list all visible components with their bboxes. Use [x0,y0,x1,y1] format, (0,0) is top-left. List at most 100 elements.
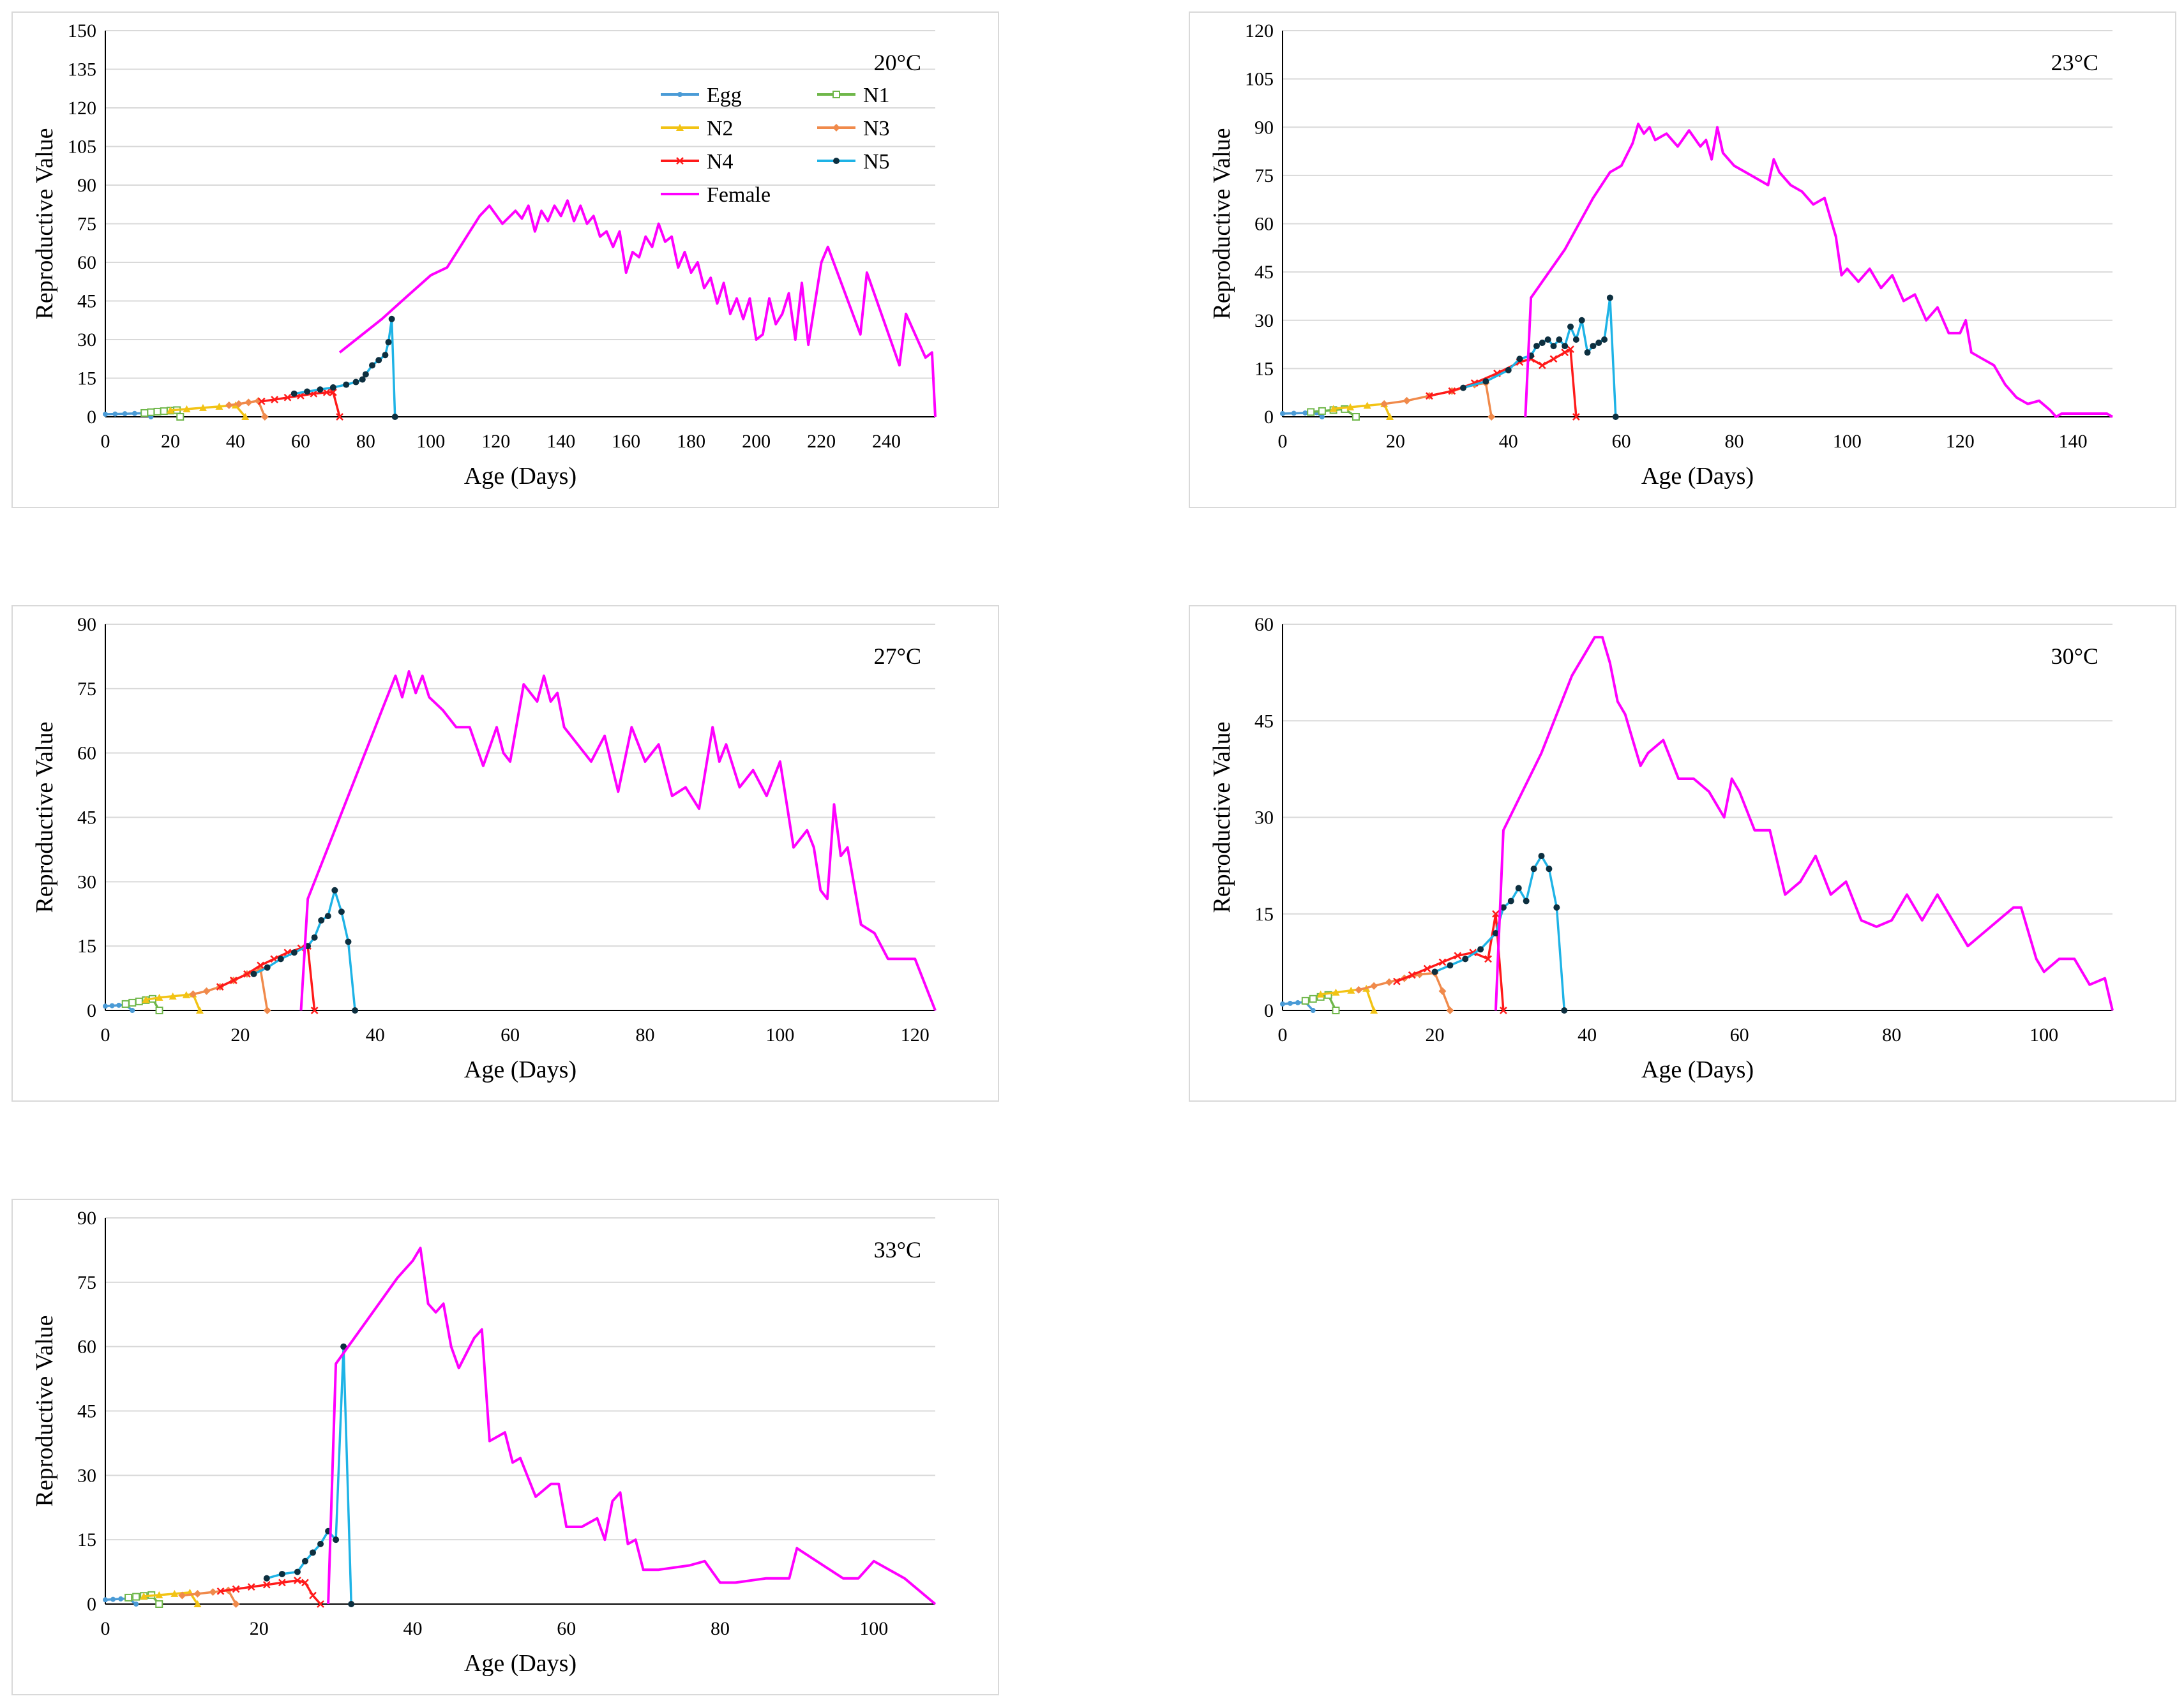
data-point [336,413,343,421]
y-tick-label: 60 [1254,214,1274,235]
data-point [1363,401,1371,409]
data-point [345,938,352,945]
chart-svg-20c: 0 15 30 45 60 75 90 105 120 135 150 0 20 40 60 80 100 120… [31,20,937,490]
data-point [1487,413,1496,421]
data-point [116,1002,122,1008]
series-line-n3 [1383,382,1493,417]
data-point [1301,996,1309,1005]
data-point [278,1579,286,1587]
x-tick-label: 160 [612,431,640,452]
series-n4 [216,1577,324,1608]
data-point [1530,866,1537,873]
data-point [142,996,150,1003]
y-tick-label: 75 [77,1272,96,1293]
data-point [199,403,207,411]
data-point [301,1557,308,1564]
series-n3 [1380,379,1496,421]
data-point [333,1536,340,1543]
data-point [155,1591,163,1598]
y-tick-label: 15 [1254,904,1274,925]
y-tick-label: 0 [1264,1000,1274,1021]
data-point [1355,986,1363,994]
data-point [140,409,149,417]
legend-marker [676,124,684,131]
data-point [1606,294,1613,301]
data-point [160,407,168,416]
legend-label: N2 [707,117,734,140]
chart-panel-30c: 0 15 30 45 60 0 20 40 60 80 100 Age (Days) Reproduct… [1189,605,2176,1102]
data-point [331,887,338,894]
y-tick-label: 90 [1254,117,1274,138]
data-point [352,1007,359,1014]
y-tick-label: 75 [1254,165,1274,186]
data-point [216,983,224,991]
series-n2 [166,401,250,420]
x-tick-label: 0 [101,1024,110,1046]
y-axis-label: Reproductive Value [1209,128,1235,319]
x-axis-label: Age (Days) [464,463,576,490]
x-tick-label: 120 [1946,431,1975,452]
data-point [1492,910,1500,918]
y-tick-label: 75 [77,214,96,235]
data-point [176,413,185,421]
data-point [1595,340,1602,347]
legend-marker [832,91,840,98]
data-point [245,398,253,407]
data-point [1454,952,1462,960]
series-female [1494,636,2114,1011]
data-point [232,1600,240,1608]
data-point [317,1600,324,1608]
y-tick-label: 60 [77,252,96,273]
data-point [1590,343,1597,350]
data-point [304,388,311,395]
data-point [178,1591,186,1600]
series-n2 [1316,984,1378,1014]
data-point [202,987,211,995]
data-point [1324,991,1332,999]
y-tick-label: 30 [77,329,96,350]
data-point [1556,336,1563,343]
data-point [1403,396,1411,405]
chart-panel-20c: 0 15 30 45 60 75 90 105 120 135 150 0 20 40 60 80 100 120… [11,11,999,508]
data-point [1601,336,1608,343]
data-point [290,390,297,397]
y-tick-label: 30 [1254,310,1274,331]
series-line-n4 [1396,913,1505,1011]
data-point [1567,323,1574,330]
data-point [1447,962,1454,969]
data-point [110,1596,116,1602]
x-tick-label: 40 [226,431,245,452]
data-point [388,315,395,322]
data-point [1318,407,1326,415]
data-point [294,1577,301,1584]
legend-label: Egg [707,84,742,107]
series-female [1524,123,2113,418]
data-point [1459,384,1466,391]
data-point [193,1589,202,1598]
x-tick-label: 60 [1730,1024,1749,1046]
data-point [195,1007,204,1014]
data-point [317,1540,324,1547]
legend: Egg N1 N2 N3 N4 N5 Female [661,84,890,207]
x-tick-label: 20 [1426,1024,1445,1046]
data-point [1448,387,1456,395]
y-tick-label: 45 [1254,262,1274,283]
series-line-female [1524,123,2113,418]
data-point [169,992,177,1000]
y-tick-label: 120 [68,98,96,119]
legend-marker [832,124,840,131]
data-point [225,401,233,409]
y-tick-label: 30 [1254,807,1274,829]
data-point [1572,336,1579,343]
data-point [250,970,257,977]
chart-panel-27c: 0 15 30 45 60 75 90 0 20 40 60 80 100 120 Age (Days) Re… [11,605,999,1102]
data-point [1533,343,1540,350]
series-n5 [290,315,398,420]
data-point [247,1583,255,1591]
y-axis-label: Reproductive Value [31,721,58,913]
y-axis-label: Reproductive Value [31,128,58,319]
series-line-n5 [1463,296,1617,417]
data-point [135,997,143,1005]
series-n4 [1426,345,1580,421]
series-n4 [1393,910,1507,1014]
